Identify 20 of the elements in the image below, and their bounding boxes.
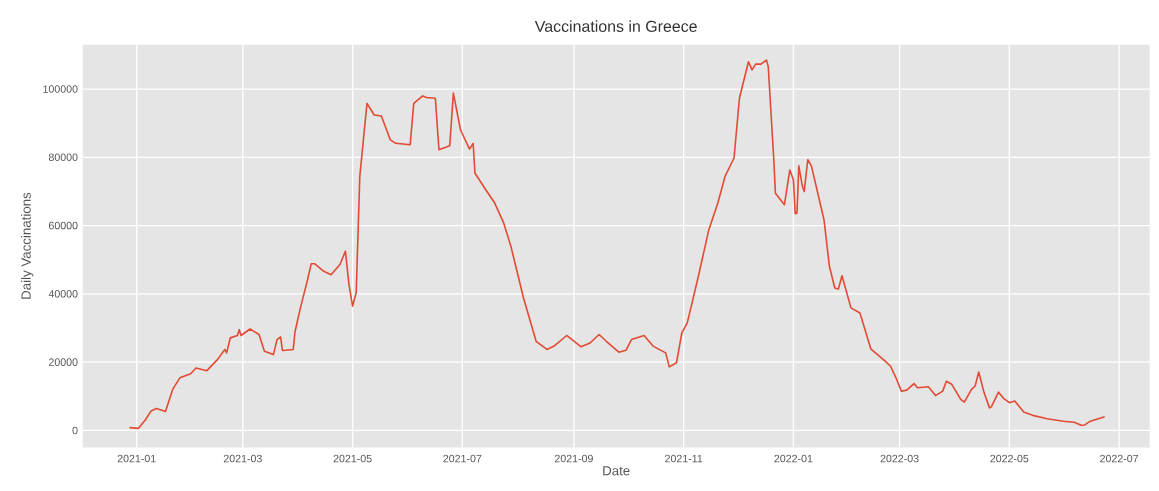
x-tick-label: 2021-09 <box>554 454 593 463</box>
x-tick-label: 2021-01 <box>117 454 156 463</box>
x-tick-label: 2022-05 <box>990 454 1029 463</box>
y-tick-label: 60000 <box>48 221 78 230</box>
y-tick-label: 100000 <box>43 85 78 93</box>
y-tick-label: 0 <box>72 426 78 435</box>
x-tick-label: 2022-07 <box>1100 454 1139 463</box>
y-tick-label: 20000 <box>48 358 78 366</box>
x-tick-label: 2021-03 <box>223 454 262 463</box>
chart-title: Vaccinations in Greece <box>534 20 697 33</box>
x-tick-label: 2021-07 <box>443 454 482 463</box>
line-series <box>128 59 1106 430</box>
x-tick-label: 2021-11 <box>665 454 703 463</box>
y-axis-title: Daily Vaccinations <box>21 192 34 299</box>
y-tick-label: 40000 <box>48 290 78 298</box>
y-tick-label: 80000 <box>48 153 78 162</box>
x-axis-title: Date <box>603 466 630 476</box>
x-tick-label: 2021-05 <box>333 454 372 463</box>
x-tick-label: 2022-03 <box>880 454 919 463</box>
x-tick-label: 2022-01 <box>774 454 813 463</box>
